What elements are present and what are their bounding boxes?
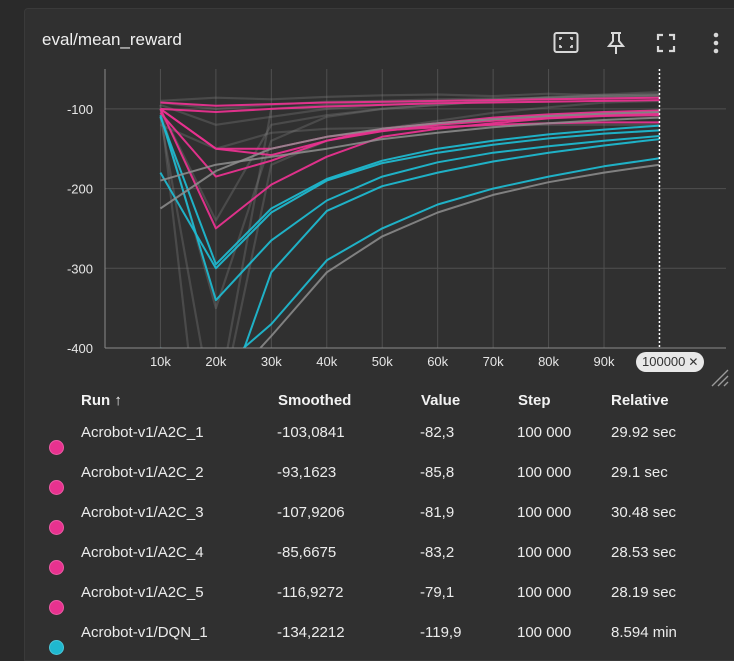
- series-line: [259, 163, 660, 348]
- cell-value: -85,8: [420, 464, 455, 481]
- cell-value: -83,2: [420, 544, 455, 561]
- series-lines: [159, 91, 660, 348]
- table-row[interactable]: Acrobot-v1/A2C_4 -85,6675 -83,2 100 000 …: [25, 538, 734, 578]
- series-line: [159, 93, 660, 222]
- table-row[interactable]: Acrobot-v1/A2C_2 -93,1623 -85,8 100 000 …: [25, 458, 734, 498]
- col-header-relative[interactable]: Relative: [611, 392, 669, 409]
- run-color-dot: [49, 520, 64, 535]
- series-line: [159, 129, 660, 270]
- cell-run: Acrobot-v1/A2C_2: [81, 464, 204, 481]
- cell-relative: 29.92 sec: [611, 424, 677, 441]
- close-icon[interactable]: ✕: [688, 355, 699, 369]
- cell-step: 100 000: [517, 544, 572, 561]
- fit-to-data-button[interactable]: [552, 29, 580, 57]
- cell-value: -82,3: [420, 424, 455, 441]
- cell-step: 100 000: [517, 464, 572, 481]
- cell-value: -119,9: [420, 624, 462, 641]
- cell-step: 100 000: [517, 584, 572, 601]
- series-line: [160, 96, 660, 107]
- series-line: [159, 99, 660, 348]
- cell-step: 100 000: [517, 424, 572, 441]
- y-tick-label: -300: [67, 261, 93, 276]
- fullscreen-icon: [656, 33, 676, 53]
- table-row[interactable]: Acrobot-v1/DQN_1 -134,2212 -119,9 100 00…: [25, 618, 734, 658]
- x-tick-label: 50k: [372, 354, 393, 369]
- y-tick-label: -200: [67, 182, 93, 197]
- cell-relative: 28.19 sec: [611, 584, 677, 601]
- x-tick-label: 90k: [594, 354, 615, 369]
- col-header-run[interactable]: Run ↑: [81, 392, 122, 409]
- series-line: [159, 108, 660, 150]
- x-tick-label: 10k: [150, 354, 171, 369]
- cell-relative: 28.53 sec: [611, 544, 677, 561]
- series-line: [160, 95, 660, 111]
- series-line: [160, 138, 660, 348]
- fullscreen-button[interactable]: [652, 29, 680, 57]
- series-line: [160, 99, 660, 113]
- chart-axes: 10k 20k 30k 40k 50k 60k 70k 80k 90k -100 -200 -300 -…: [67, 69, 726, 369]
- table-row[interactable]: Acrobot-v1/A2C_1 -103,0841 -82,3 100 000…: [25, 418, 734, 458]
- col-header-step[interactable]: Step: [518, 392, 551, 409]
- series-line: [159, 91, 660, 310]
- cell-smoothed: -134,2212: [277, 624, 345, 641]
- cell-smoothed: -116,9272: [277, 584, 344, 601]
- resize-handle-icon[interactable]: [708, 366, 730, 388]
- series-line: [160, 92, 660, 102]
- y-tick-label: -100: [67, 102, 93, 117]
- cell-smoothed: -85,6675: [277, 544, 337, 561]
- run-color-dot: [49, 440, 64, 455]
- table-row[interactable]: Acrobot-v1/A2C_3 -107,9206 -81,9 100 000…: [25, 498, 734, 538]
- run-color-dot: [49, 640, 64, 655]
- x-tick-label: 40k: [316, 354, 337, 369]
- cell-step: 100 000: [517, 624, 572, 641]
- run-color-dot: [49, 480, 64, 495]
- x-tick-label: 80k: [538, 354, 559, 369]
- x-cursor-badge[interactable]: 100000 ✕: [636, 352, 705, 372]
- pin-icon: [606, 32, 626, 54]
- cell-smoothed: -103,0841: [277, 424, 345, 441]
- cell-smoothed: -93,1623: [277, 464, 337, 481]
- cell-value: -81,9: [420, 504, 455, 521]
- cell-value: -79,1: [420, 584, 455, 601]
- x-tick-label: 20k: [205, 354, 226, 369]
- more-vertical-icon: [713, 32, 719, 54]
- cell-step: 100 000: [517, 504, 572, 521]
- series-line: [159, 108, 660, 230]
- chart-title: eval/mean_reward: [42, 30, 182, 49]
- series-line: [242, 157, 660, 348]
- fit-to-data-icon: [553, 32, 579, 53]
- cell-relative: 8.594 min: [611, 624, 677, 641]
- x-tick-label: 70k: [483, 354, 504, 369]
- cell-run: Acrobot-v1/A2C_1: [81, 424, 204, 441]
- more-options-button[interactable]: [702, 29, 730, 57]
- scalar-card: eval/mean_reward 10k 20k 30k 40k 50k 60k 70k 80…: [24, 8, 734, 661]
- run-color-dot: [49, 560, 64, 575]
- col-header-value[interactable]: Value: [421, 392, 461, 409]
- y-tick-label: -400: [67, 341, 93, 356]
- cell-relative: 29.1 sec: [611, 464, 668, 481]
- pin-button[interactable]: [602, 29, 630, 57]
- cell-run: Acrobot-v1/A2C_4: [81, 544, 204, 561]
- x-tick-label: 60k: [427, 354, 448, 369]
- table-row[interactable]: Acrobot-v1/A2C_5 -116,9272 -79,1 100 000…: [25, 578, 734, 618]
- series-line: [159, 114, 660, 302]
- series-line: [159, 111, 660, 210]
- series-line: [159, 116, 660, 266]
- col-header-smoothed[interactable]: Smoothed: [278, 392, 352, 409]
- cell-run: Acrobot-v1/A2C_3: [81, 504, 204, 521]
- line-chart[interactable]: 10k 20k 30k 40k 50k 60k 70k 80k 90k -100 -200 -300 -…: [25, 9, 734, 389]
- run-color-dot: [49, 600, 64, 615]
- x-cursor-value: 100000: [642, 354, 686, 369]
- cell-run: Acrobot-v1/A2C_5: [81, 584, 204, 601]
- cell-smoothed: -107,9206: [277, 504, 345, 521]
- x-tick-label: 30k: [261, 354, 282, 369]
- cell-relative: 30.48 sec: [611, 504, 677, 521]
- series-line: [159, 94, 660, 348]
- cell-run: Acrobot-v1/DQN_1: [81, 624, 208, 641]
